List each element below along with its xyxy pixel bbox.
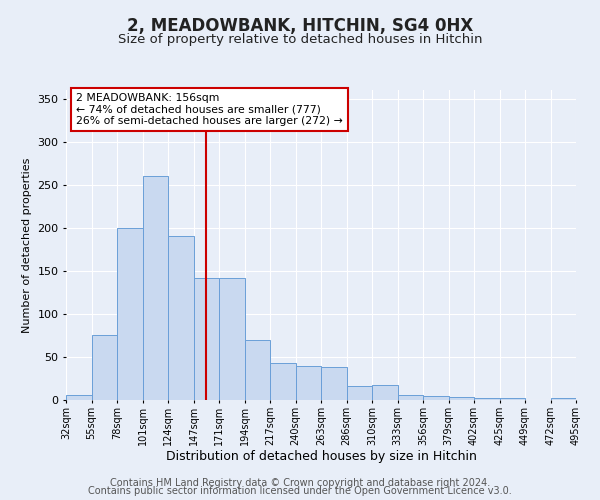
- Text: 2, MEADOWBANK, HITCHIN, SG4 0HX: 2, MEADOWBANK, HITCHIN, SG4 0HX: [127, 18, 473, 36]
- Bar: [193, 278, 219, 400]
- Text: Contains public sector information licensed under the Open Government Licence v3: Contains public sector information licen…: [88, 486, 512, 496]
- Bar: [168, 236, 193, 400]
- Bar: [66, 395, 91, 400]
- Text: 2 MEADOWBANK: 156sqm
← 74% of detached houses are smaller (777)
26% of semi-deta: 2 MEADOWBANK: 156sqm ← 74% of detached h…: [76, 93, 343, 126]
- Bar: [398, 395, 423, 400]
- Text: Contains HM Land Registry data © Crown copyright and database right 2024.: Contains HM Land Registry data © Crown c…: [110, 478, 490, 488]
- Bar: [296, 366, 321, 400]
- Y-axis label: Number of detached properties: Number of detached properties: [22, 158, 32, 332]
- Bar: [499, 398, 525, 400]
- Bar: [91, 336, 117, 400]
- Bar: [551, 398, 576, 400]
- Bar: [143, 176, 168, 400]
- X-axis label: Distribution of detached houses by size in Hitchin: Distribution of detached houses by size …: [166, 450, 476, 464]
- Bar: [474, 398, 499, 400]
- Bar: [219, 278, 245, 400]
- Bar: [347, 386, 372, 400]
- Bar: [245, 340, 270, 400]
- Bar: [321, 368, 347, 400]
- Bar: [449, 396, 474, 400]
- Bar: [270, 363, 296, 400]
- Bar: [423, 396, 449, 400]
- Bar: [372, 384, 398, 400]
- Bar: [117, 228, 143, 400]
- Text: Size of property relative to detached houses in Hitchin: Size of property relative to detached ho…: [118, 32, 482, 46]
